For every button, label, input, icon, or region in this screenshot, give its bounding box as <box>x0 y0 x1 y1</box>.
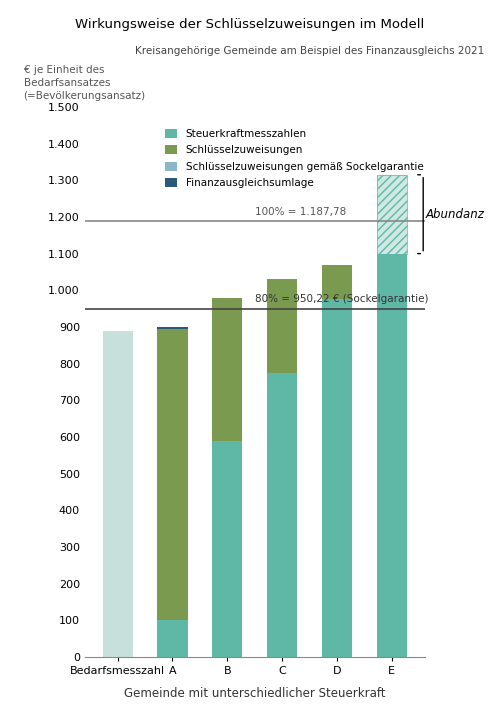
Bar <box>158 620 188 657</box>
Bar <box>158 327 188 330</box>
Bar <box>158 330 188 620</box>
X-axis label: Gemeinde mit unterschiedlicher Steuerkraft: Gemeinde mit unterschiedlicher Steuerkra… <box>124 687 386 700</box>
Bar <box>376 174 406 254</box>
Text: Kreisangehörige Gemeinde am Beispiel des Finanzausgleichs 2021: Kreisangehörige Gemeinde am Beispiel des… <box>136 46 484 56</box>
Text: 100% = 1.187,78: 100% = 1.187,78 <box>254 207 346 217</box>
Text: € je Einheit des
Bedarfsansatzes
(=Bevölkerungsansatz): € je Einheit des Bedarfsansatzes (=Bevöl… <box>24 65 146 102</box>
Bar <box>376 174 406 254</box>
Bar <box>376 254 406 657</box>
Bar <box>322 265 352 300</box>
Text: Abundanz: Abundanz <box>426 207 485 221</box>
Legend: Steuerkraftmesszahlen, Schlüsselzuweisungen, Schlüsselzuweisungen gemäß Sockelga: Steuerkraftmesszahlen, Schlüsselzuweisun… <box>164 129 424 188</box>
Bar <box>102 330 132 657</box>
Text: Wirkungsweise der Schlüsselzuweisungen im Modell: Wirkungsweise der Schlüsselzuweisungen i… <box>76 18 424 31</box>
Text: 80% = 950,22 € (Sockelgarantie): 80% = 950,22 € (Sockelgarantie) <box>254 294 428 304</box>
Bar <box>322 300 352 657</box>
Bar <box>267 280 297 373</box>
Bar <box>267 373 297 657</box>
Bar <box>212 440 242 657</box>
Bar <box>212 297 242 440</box>
